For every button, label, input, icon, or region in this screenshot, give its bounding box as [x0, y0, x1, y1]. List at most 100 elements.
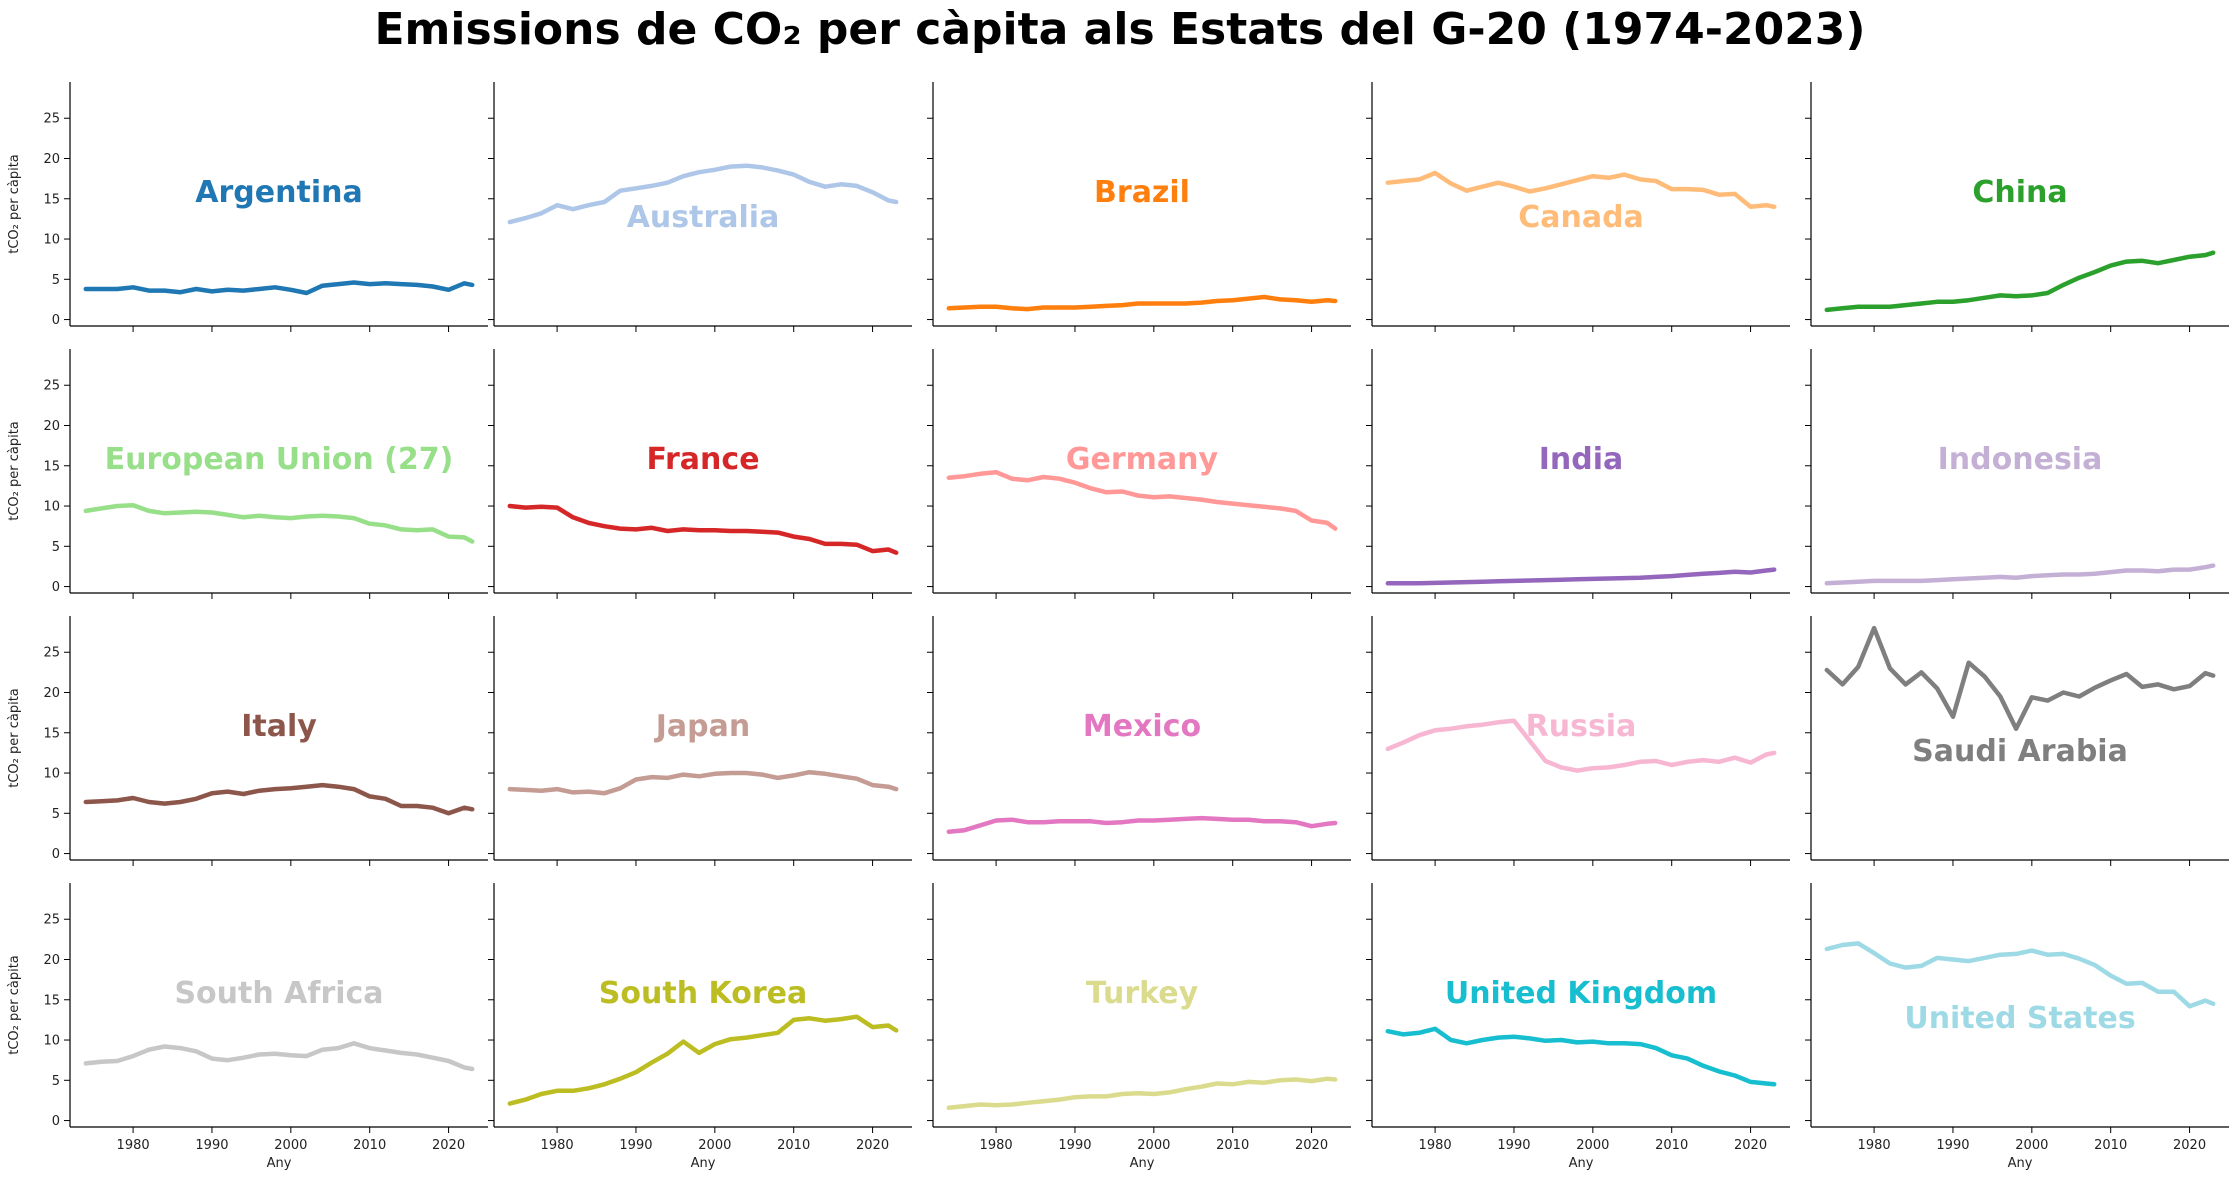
series-line-india: [1385, 567, 1777, 586]
y-tick-label: 0: [52, 313, 60, 328]
series-line-united-kingdom: [1385, 1026, 1777, 1087]
series-label-australia: Australia: [627, 200, 780, 235]
series-label-argentina: Argentina: [195, 175, 362, 210]
series-label-russia: Russia: [1526, 709, 1637, 744]
y-tick-label: 10: [43, 233, 60, 248]
panel-italy: 0 5 10 15 20 25 tCO₂ per càpita Italy: [7, 616, 488, 866]
series-label-south-korea: South Korea: [599, 976, 807, 1011]
series-line-south-korea: [507, 1014, 899, 1106]
series-label-india: India: [1539, 442, 1624, 477]
series-label-united-kingdom: United Kingdom: [1445, 976, 1717, 1011]
x-axis-label: Any: [267, 1156, 292, 1171]
series-line-france: [507, 503, 899, 555]
series-label-japan: Japan: [654, 709, 750, 744]
y-tick-label: 15: [43, 459, 60, 474]
y-tick-label: 5: [52, 273, 60, 288]
series-label-south-africa: South Africa: [174, 976, 383, 1011]
y-tick-label: 0: [52, 847, 60, 862]
series-line-indonesia: [1824, 563, 2216, 586]
x-tick-label: 2010: [2094, 1138, 2127, 1153]
panel-united-states: 1980 1990 2000 2010 2020 Any United States: [1805, 883, 2229, 1171]
x-tick-label: 1980: [1419, 1138, 1452, 1153]
x-tick-label: 1980: [1858, 1138, 1891, 1153]
y-tick-label: 5: [52, 540, 60, 555]
series-line-saudi-arabia: [1824, 625, 2216, 731]
y-tick-label: 20: [43, 953, 60, 968]
x-axis-label: Any: [1130, 1156, 1155, 1171]
series-line-united-states: [1824, 941, 2216, 1009]
series-label-germany: Germany: [1066, 442, 1219, 477]
y-tick-label: 25: [43, 379, 60, 394]
panel-india: India: [1366, 349, 1790, 599]
series-line-south-africa: [83, 1041, 475, 1072]
x-tick-label: 2000: [698, 1138, 731, 1153]
panel-united-kingdom: 1980 1990 2000 2010 2020 Any United Kingdom: [1366, 883, 1790, 1171]
x-axis-label: Any: [2008, 1156, 2033, 1171]
x-axis-label: Any: [1569, 1156, 1594, 1171]
x-tick-label: 2010: [777, 1138, 810, 1153]
x-tick-label: 2020: [432, 1138, 465, 1153]
x-tick-label: 1980: [541, 1138, 574, 1153]
series-line-mexico: [946, 815, 1338, 835]
y-axis-label: tCO₂ per càpita: [7, 421, 22, 521]
panel-indonesia: Indonesia: [1805, 349, 2229, 599]
y-tick-label: 25: [43, 646, 60, 661]
series-label-european-union-27: European Union (27): [105, 442, 454, 477]
y-axis-label: tCO₂ per càpita: [7, 955, 22, 1055]
y-tick-label: 20: [43, 152, 60, 167]
y-tick-label: 15: [43, 192, 60, 207]
panel-saudi-arabia: Saudi Arabia: [1805, 616, 2229, 866]
series-label-turkey: Turkey: [1086, 976, 1199, 1011]
y-tick-label: 25: [43, 913, 60, 928]
x-tick-label: 2010: [353, 1138, 386, 1153]
y-tick-label: 0: [52, 580, 60, 595]
x-axis-label: Any: [691, 1156, 716, 1171]
series-line-brazil: [946, 294, 1338, 312]
series-label-saudi-arabia: Saudi Arabia: [1912, 734, 2128, 769]
x-tick-label: 1980: [980, 1138, 1013, 1153]
y-tick-label: 15: [43, 726, 60, 741]
panel-south-africa: 0 5 10 15 20 25 1980 1990 2000 2010 2020 tCO₂ per c…: [7, 883, 488, 1171]
series-line-russia: [1385, 718, 1777, 773]
x-tick-label: 2020: [856, 1138, 889, 1153]
x-tick-label: 1990: [1497, 1138, 1530, 1153]
series-line-australia: [507, 163, 899, 225]
x-tick-label: 1980: [117, 1138, 150, 1153]
y-axis-label: tCO₂ per càpita: [7, 688, 22, 788]
x-tick-label: 2020: [1295, 1138, 1328, 1153]
panel-south-korea: 1980 1990 2000 2010 2020 Any South Korea: [488, 883, 912, 1171]
series-line-italy: [83, 782, 475, 816]
y-tick-label: 20: [43, 686, 60, 701]
series-line-japan: [507, 769, 899, 796]
y-axis-label: tCO₂ per càpita: [7, 154, 22, 254]
x-tick-label: 1990: [1058, 1138, 1091, 1153]
series-label-indonesia: Indonesia: [1938, 442, 2103, 477]
x-tick-label: 2000: [274, 1138, 307, 1153]
x-tick-label: 2020: [1734, 1138, 1767, 1153]
series-label-united-states: United States: [1904, 1001, 2135, 1036]
x-tick-label: 2000: [2015, 1138, 2048, 1153]
y-tick-label: 5: [52, 807, 60, 822]
panel-germany: Germany: [927, 349, 1351, 599]
x-tick-label: 1990: [619, 1138, 652, 1153]
panel-russia: Russia: [1366, 616, 1790, 866]
x-tick-label: 2020: [2173, 1138, 2206, 1153]
x-tick-label: 2000: [1576, 1138, 1609, 1153]
series-label-france: France: [646, 442, 759, 477]
series-line-germany: [946, 469, 1338, 531]
x-tick-label: 1990: [195, 1138, 228, 1153]
panels-grid: 0 5 10 15 20 25 tCO₂ per càpita Argentina Austra…: [7, 82, 2229, 1171]
y-tick-label: 25: [43, 112, 60, 127]
series-label-italy: Italy: [241, 709, 317, 744]
panel-france: France: [488, 349, 912, 599]
panel-australia: Australia: [488, 82, 912, 332]
panel-turkey: 1980 1990 2000 2010 2020 Any Turkey: [927, 883, 1351, 1171]
x-tick-label: 1990: [1936, 1138, 1969, 1153]
series-label-canada: Canada: [1518, 200, 1644, 235]
series-line-canada: [1385, 170, 1777, 210]
y-tick-label: 15: [43, 993, 60, 1008]
panel-canada: Canada: [1366, 82, 1790, 332]
panel-china: China: [1805, 82, 2229, 332]
y-tick-label: 20: [43, 419, 60, 434]
